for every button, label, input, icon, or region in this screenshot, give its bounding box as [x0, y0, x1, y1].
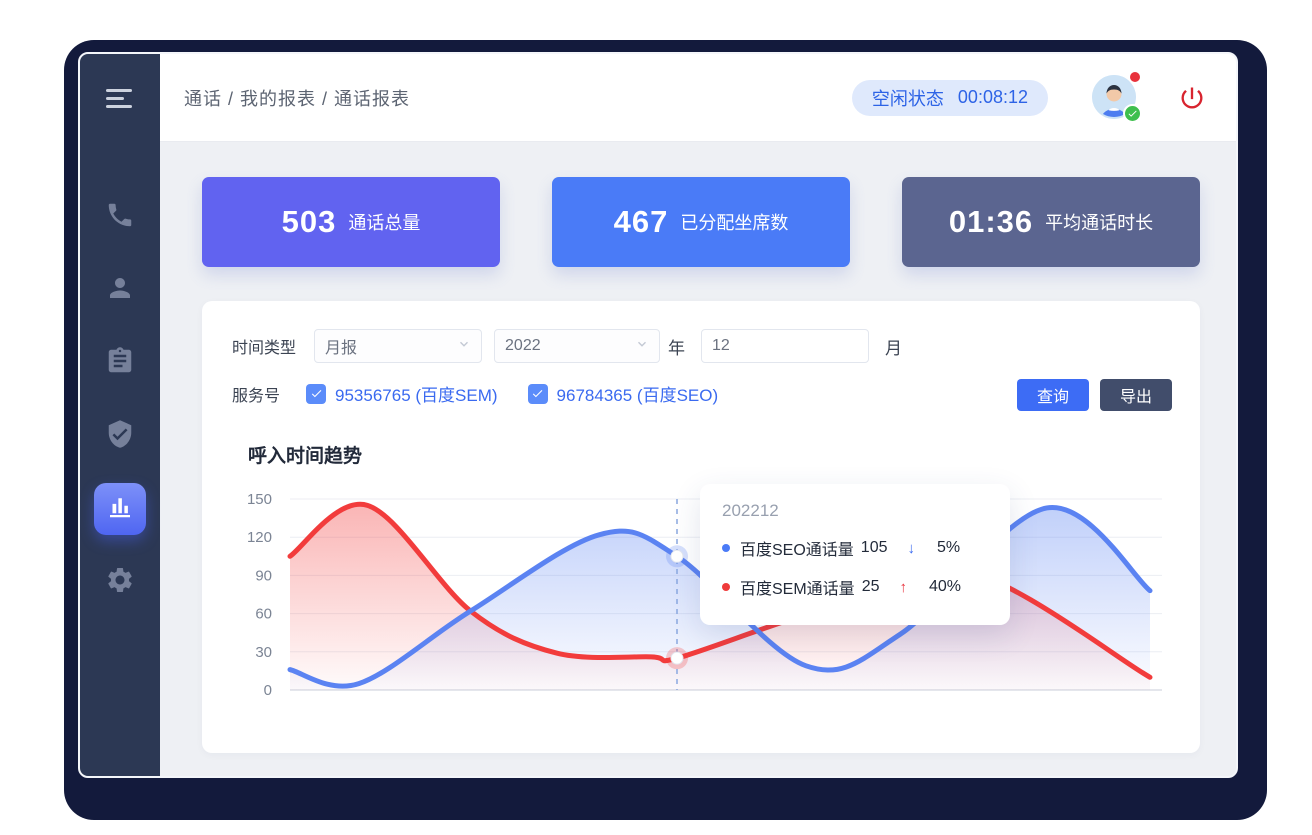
stat-value: 467: [613, 204, 669, 239]
trend-up-icon: ↑: [899, 578, 907, 596]
menu-toggle-icon[interactable]: [106, 84, 134, 113]
tooltip-row-sem: 百度SEM通话量 25 ↑ 40%: [722, 575, 988, 599]
month-input[interactable]: [701, 329, 870, 363]
service-option-label[interactable]: 96784365 (百度SEO): [556, 386, 719, 405]
stats-row: 503 通话总量 467 已分配坐席数 01:36 平均通话时长: [202, 177, 1200, 267]
stat-label: 通话总量: [348, 213, 421, 233]
agent-status-badge[interactable]: 空闲状态 00:08:12: [851, 79, 1048, 116]
stat-value: 01:36: [948, 204, 1034, 239]
tooltip-series-value: 25: [861, 578, 880, 595]
tooltip-series-value: 105: [860, 539, 888, 556]
svg-text:0: 0: [264, 682, 272, 699]
bar-chart-icon: [105, 492, 135, 527]
series-dot-icon: [722, 583, 730, 591]
shield-check-icon: [105, 419, 135, 454]
svg-text:30: 30: [255, 644, 272, 661]
report-panel: 时间类型 月报 2022 年 月 服: [202, 301, 1200, 753]
phone-icon: [105, 200, 135, 235]
sidebar: [80, 54, 160, 776]
status-timer: 00:08:12: [957, 87, 1028, 107]
year-select[interactable]: 2022: [494, 329, 661, 363]
series-dot-icon: [722, 544, 730, 552]
month-unit-label: 月: [885, 338, 903, 358]
stat-label: 已分配坐席数: [680, 213, 789, 233]
main-area: 通话 / 我的报表 / 通话报表 空闲状态 00:08:12: [160, 54, 1236, 776]
time-type-value: 月报: [325, 340, 358, 357]
tooltip-row-seo: 百度SEO通话量 105 ↓ 5%: [722, 536, 988, 560]
year-value: 2022: [505, 337, 541, 354]
svg-text:120: 120: [247, 529, 272, 546]
tooltip-period: 202212: [722, 501, 779, 520]
service-checkbox-sem[interactable]: [306, 383, 327, 404]
app-window-frame: 通话 / 我的报表 / 通话报表 空闲状态 00:08:12: [64, 40, 1267, 820]
gear-icon: [105, 565, 135, 600]
stat-card-total-calls: 503 通话总量: [202, 177, 500, 267]
stat-value: 503: [281, 204, 337, 239]
status-label: 空闲状态: [871, 88, 944, 109]
stat-label: 平均通话时长: [1045, 213, 1154, 233]
online-check-icon: [1123, 103, 1142, 123]
service-label: 服务号: [232, 387, 281, 405]
top-header: 通话 / 我的报表 / 通话报表 空闲状态 00:08:12: [160, 54, 1236, 142]
stat-card-avg-duration: 01:36 平均通话时长: [902, 177, 1200, 267]
page-content: 503 通话总量 467 已分配坐席数 01:36 平均通话时长 时间类型: [160, 142, 1236, 776]
notification-dot: [1130, 71, 1140, 82]
query-button[interactable]: 查询: [1016, 379, 1089, 411]
app-window: 通话 / 我的报表 / 通话报表 空闲状态 00:08:12: [78, 52, 1238, 778]
chevron-down-icon: [635, 337, 649, 356]
tooltip-series-label: 百度SEO通话量: [740, 542, 854, 559]
svg-text:60: 60: [255, 606, 272, 623]
time-type-label: 时间类型: [232, 340, 297, 357]
tooltip-series-label: 百度SEM通话量: [740, 581, 855, 598]
trend-down-icon: ↓: [907, 539, 916, 557]
user-icon: [105, 273, 135, 308]
chevron-down-icon: [457, 337, 471, 356]
svg-text:90: 90: [255, 567, 272, 584]
sidebar-item-settings[interactable]: [94, 556, 146, 608]
tooltip-series-percent: 5%: [937, 539, 961, 556]
sidebar-item-calls[interactable]: [94, 191, 146, 243]
sidebar-item-tasks[interactable]: [94, 337, 146, 389]
sidebar-item-reports[interactable]: [94, 483, 146, 535]
service-row: 服务号 95356765 (百度SEM) 96784365 (百度SEO): [232, 381, 718, 406]
breadcrumb: 通话 / 我的报表 / 通话报表: [184, 88, 411, 109]
service-option-label[interactable]: 95356765 (百度SEM): [335, 386, 498, 405]
sidebar-item-contacts[interactable]: [94, 264, 146, 316]
svg-text:150: 150: [247, 491, 272, 508]
sidebar-item-quality[interactable]: [94, 410, 146, 462]
chart-tooltip: 202212 百度SEO通话量 105 ↓ 5% 百度SEM通话量 25: [700, 484, 1010, 625]
time-type-select[interactable]: 月报: [314, 329, 483, 363]
year-unit-label: 年: [668, 338, 686, 358]
sidebar-nav: [94, 191, 146, 629]
action-buttons: 查询 导出: [1016, 379, 1172, 411]
avatar[interactable]: [1092, 71, 1142, 123]
logout-power-icon[interactable]: [1178, 84, 1206, 112]
clipboard-icon: [105, 346, 135, 381]
tooltip-series-percent: 40%: [928, 578, 962, 595]
stat-card-assigned-agents: 467 已分配坐席数: [552, 177, 850, 267]
chart-title: 呼入时间趋势: [248, 446, 363, 467]
export-button[interactable]: 导出: [1099, 379, 1172, 411]
filter-row: 时间类型 月报 2022 年 月: [232, 329, 902, 363]
service-checkbox-seo[interactable]: [527, 383, 548, 404]
